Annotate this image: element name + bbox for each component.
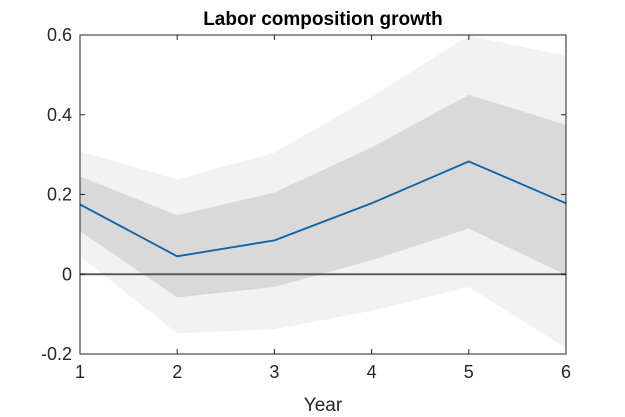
y-tick-label: -0.2	[41, 344, 72, 364]
y-tick-label: 0.4	[47, 105, 72, 125]
confidence-band-2	[80, 94, 566, 298]
y-tick-label: 0.2	[47, 185, 72, 205]
x-tick-label: 2	[172, 362, 182, 382]
series-line-1	[79, 160, 567, 258]
y-tick-label: 0	[62, 264, 72, 284]
x-tick-label: 1	[75, 362, 85, 382]
y-tick-labels: -0.2 0 0.2 0.4 0.6	[41, 25, 72, 364]
plot-axes	[79, 34, 567, 355]
series-lines	[79, 160, 567, 258]
x-tick-label: 6	[561, 362, 571, 382]
x-tick-labels: 1 2 3 4 5 6	[75, 362, 571, 382]
x-tick-label: 4	[367, 362, 377, 382]
y-tick-label: 0.6	[47, 25, 72, 45]
chart-title: Labor composition growth	[203, 9, 443, 30]
x-tick-label: 3	[269, 362, 279, 382]
x-tick-label: 5	[464, 362, 474, 382]
x-axis-label: Year	[304, 395, 343, 416]
confidence-bands	[80, 35, 566, 349]
